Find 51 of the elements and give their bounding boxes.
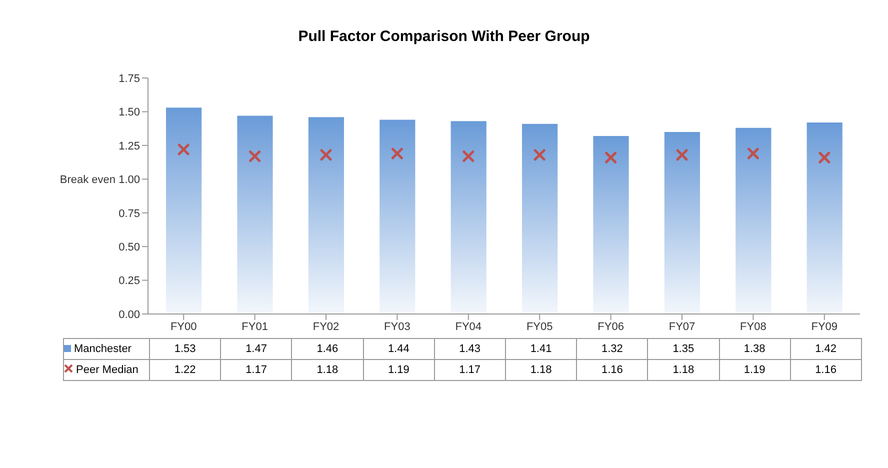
x-tick-label: FY02 [312,320,340,333]
data-label: 1.35 [648,338,719,360]
data-label: 1.53 [150,338,221,360]
bar [664,132,700,314]
bar [380,120,416,314]
bar [308,117,344,314]
bar [736,128,772,314]
data-label: 1.18 [292,360,364,380]
legend-label: Manchester [64,338,150,360]
y-tick-label: 1.25 [118,140,140,152]
x-tick-label: FY05 [526,320,553,333]
data-label: 1.17 [434,360,506,380]
data-label: 1.44 [363,338,434,360]
data-label: 1.38 [719,338,790,360]
data-label: 1.22 [150,360,221,380]
data-label: 1.47 [220,338,292,360]
bar [166,108,202,314]
y-tick-label: 0.75 [118,208,140,220]
x-tick-label: FY03 [384,320,410,333]
x-tick-label: FY07 [668,320,696,333]
data-label: 1.18 [505,360,577,380]
data-label: 1.32 [576,338,648,360]
data-label: 1.19 [719,360,790,380]
x-tick-label: FY09 [811,320,838,333]
bar [806,122,842,314]
x-tick-label: FY04 [455,320,482,333]
y-tick-label: 0.50 [118,241,140,254]
data-label: 1.17 [220,360,292,380]
chart-title: Pull Factor Comparison With Peer Group [297,28,591,45]
x-tick-label: FY06 [598,320,624,333]
x-tick-label: FY08 [740,320,766,333]
bar [237,116,273,314]
y-tick-label: 1.75 [118,72,140,85]
data-label: 1.43 [434,338,506,360]
data-label: 1.19 [363,360,434,380]
data-label: 1.16 [576,360,648,380]
data-label: 1.41 [505,338,577,360]
data-label: 1.16 [790,360,862,380]
bar [593,136,629,314]
bar [450,121,486,314]
bar [522,124,558,314]
x-tick-label: FY01 [242,320,268,333]
x-tick-label: FY00 [170,320,197,333]
data-label: 1.46 [292,338,364,360]
y-tick-label: 1.50 [118,106,140,119]
legend-label: Peer Median [64,360,150,380]
y-tick-label: 0.00 [118,308,140,321]
data-label: 1.42 [790,338,862,360]
y-tick-label: Break even 1.00 [60,174,140,186]
y-tick-label: 0.25 [118,275,140,288]
data-label: 1.18 [648,360,719,380]
